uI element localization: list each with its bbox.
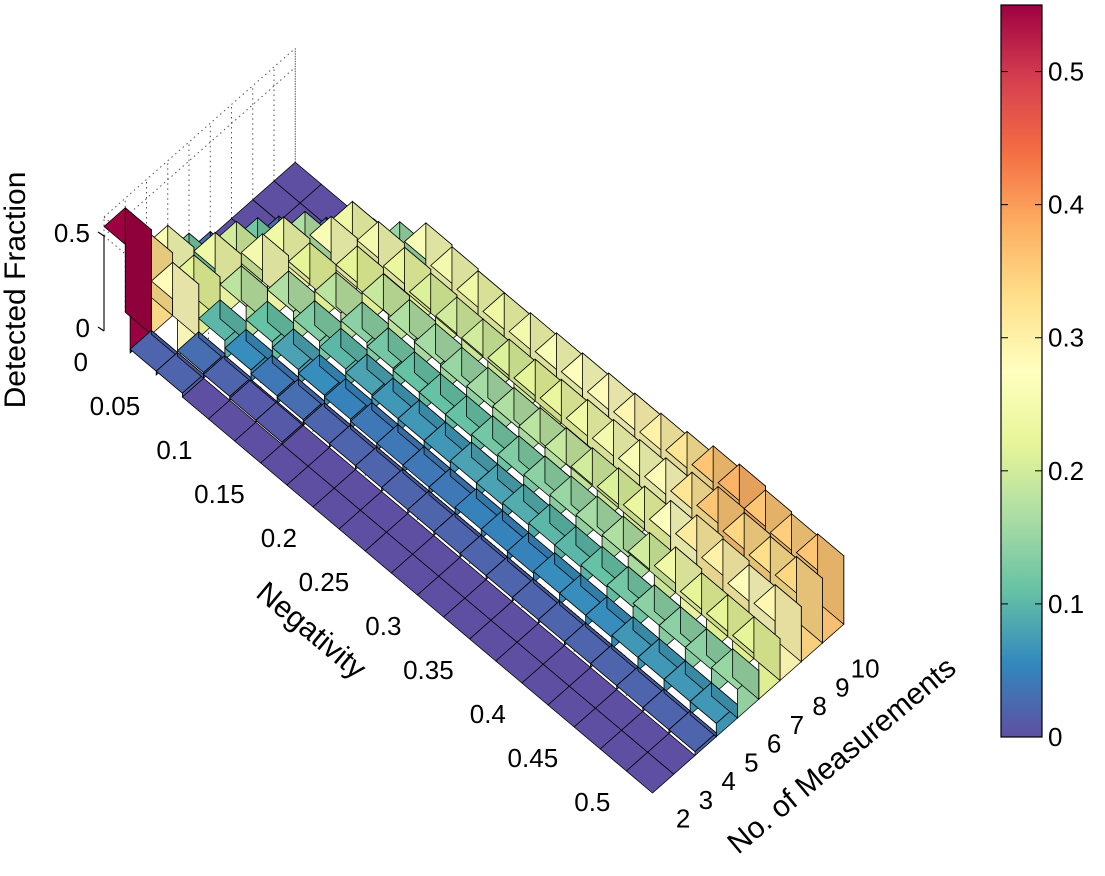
bar-r20-m2 [625, 751, 675, 794]
bar-side [366, 353, 394, 393]
y-tick-label: 0.2 [261, 523, 297, 553]
bar-side [711, 681, 738, 719]
colorbar-tick-label: 0.1 [1048, 589, 1084, 619]
bar-side [172, 261, 200, 339]
y-tick-label: 0.15 [194, 479, 245, 509]
colorbar-ticks: 0 0.1 0.2 0.3 0.4 0.5 [1001, 57, 1084, 752]
bar-r20-m9 [774, 555, 824, 663]
bar-side [817, 532, 845, 626]
bar-r20-m7 [732, 615, 781, 701]
bar-side [345, 377, 373, 411]
bar-r20-m4 [668, 710, 717, 757]
x-tick-label: 6 [767, 729, 781, 759]
x-tick-label: 5 [744, 747, 758, 777]
bar-r20-m8 [753, 583, 802, 682]
z-axis-title: Detected Fraction [0, 172, 32, 409]
y-tick-label: 0.35 [403, 655, 454, 685]
z-tick-label: 0.5 [54, 218, 90, 248]
colorbar-tick-label: 0.3 [1048, 323, 1084, 353]
bar-side [689, 710, 717, 738]
x-tick-label: 2 [676, 804, 690, 834]
x-tick-label: 4 [721, 766, 735, 796]
colorbar-tick-label: 0.5 [1048, 57, 1084, 87]
bar-side [219, 298, 247, 342]
colorbar-tick-label: 0.2 [1048, 456, 1084, 486]
bar-side [796, 555, 823, 644]
colorbar: 0 0.1 0.2 0.3 0.4 0.5 [1000, 4, 1084, 752]
bar-side [271, 354, 299, 386]
bar-side [224, 354, 252, 383]
y-tick-labels: 00.05 0.10.15 0.20.25 0.30.35 0.40.45 0.5 [74, 347, 611, 817]
bar-side [245, 328, 273, 364]
y-tick-label: 0.5 [574, 787, 610, 817]
x-tick-label: 9 [835, 672, 849, 702]
colorbar-tick-label: 0 [1048, 722, 1062, 752]
bar-side [732, 647, 760, 701]
y-tick-label: 0 [74, 347, 88, 377]
bars [103, 161, 845, 794]
z-tick-mark [97, 326, 105, 332]
x-tick-label: 7 [790, 710, 804, 740]
bar-side [753, 615, 781, 682]
y-tick-label: 0.25 [299, 567, 350, 597]
axes [97, 231, 105, 332]
z-tick-label: 0 [76, 313, 90, 343]
x-tick-label: 10 [851, 654, 880, 684]
bar-r20-m10 [795, 532, 845, 644]
bar-side [297, 378, 325, 408]
bar-r20-m6 [710, 647, 760, 719]
bar-r20-m5 [689, 681, 739, 738]
colorbar-tick-label: 0.4 [1048, 190, 1084, 220]
bar-top [625, 751, 675, 794]
y-tick-label: 0.3 [365, 611, 401, 641]
colorbar-gradient [1000, 4, 1043, 738]
bar-side [276, 400, 304, 427]
y-tick-label: 0.1 [156, 435, 192, 465]
bar-side [124, 206, 152, 336]
y-tick-label: 0.4 [470, 699, 506, 729]
bar-side [774, 583, 802, 663]
z-tick-mark [97, 231, 105, 237]
bar-side [198, 330, 226, 361]
z-tick-labels: 00.5 [54, 218, 90, 343]
x-tick-label: 3 [699, 785, 713, 815]
bar-r0-m2 [103, 206, 152, 354]
bar-side [293, 327, 321, 367]
y-tick-label: 0.05 [90, 391, 141, 421]
bar-r1-m3 [150, 261, 200, 358]
y-tick-label: 0.45 [508, 743, 559, 773]
bar-side [319, 353, 347, 389]
x-tick-label: 8 [812, 691, 826, 721]
